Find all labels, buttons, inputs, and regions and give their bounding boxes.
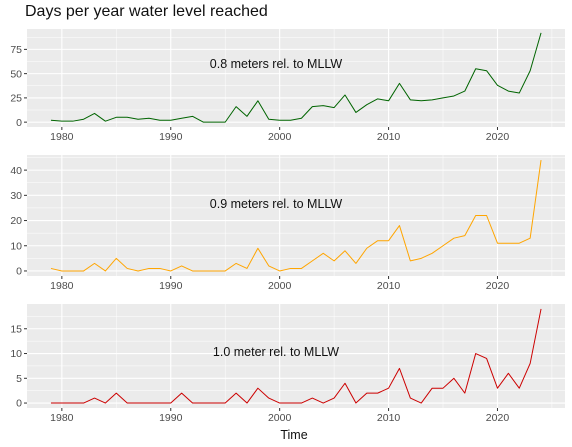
panel-1-series-line bbox=[50, 32, 542, 123]
panel-2-xtick-label: 2000 bbox=[268, 280, 292, 292]
panel-3-xtick-label: 1980 bbox=[50, 412, 74, 424]
panel-1-xtick-label: 2020 bbox=[486, 131, 510, 143]
panel-2-xtick-label: 2010 bbox=[377, 280, 401, 292]
x-axis-label: Time bbox=[280, 428, 307, 442]
panel-3-ytick-label: 5 bbox=[16, 373, 22, 385]
panel-3-xtick-label: 1990 bbox=[159, 412, 183, 424]
panel-3-ytick-label: 15 bbox=[10, 323, 22, 335]
panel-3-annotation: 1.0 meter rel. to MLLW bbox=[213, 345, 339, 359]
panel-1-ytick-label: 0 bbox=[16, 117, 22, 129]
panel-3-xtick-label: 2010 bbox=[377, 412, 401, 424]
panel-2-xtick-label: 2020 bbox=[486, 280, 510, 292]
chart-title: Days per year water level reached bbox=[25, 3, 268, 20]
panel-2-ytick-label: 10 bbox=[10, 240, 22, 252]
panel-2-ytick-label: 40 bbox=[10, 165, 22, 177]
panel-1-xtick-label: 1980 bbox=[50, 131, 74, 143]
panel-2-series-line bbox=[50, 159, 542, 272]
panel-1-ytick-label: 25 bbox=[10, 93, 22, 105]
panel-3-ytick-label: 10 bbox=[10, 348, 22, 360]
panel-3-xtick-label: 2000 bbox=[268, 412, 292, 424]
panel-1-ytick-label: 50 bbox=[10, 68, 22, 80]
panel-1-xtick-label: 1990 bbox=[159, 131, 183, 143]
panel-2-ytick-label: 0 bbox=[16, 266, 22, 278]
panel-1-xtick-label: 2000 bbox=[268, 131, 292, 143]
panel-1-ytick-label: 75 bbox=[10, 44, 22, 56]
panel-1-annotation: 0.8 meters rel. to MLLW bbox=[210, 57, 343, 71]
panel-2-ytick-label: 20 bbox=[10, 215, 22, 227]
panel-3-xtick-label: 2020 bbox=[486, 412, 510, 424]
panel-2-xtick-label: 1990 bbox=[159, 280, 183, 292]
panel-1-xtick-label: 2010 bbox=[377, 131, 401, 143]
panel-1-background bbox=[27, 29, 565, 127]
panel-3-ytick-label: 0 bbox=[16, 398, 22, 410]
panel-3-series-line bbox=[50, 308, 542, 404]
panel-2-xtick-label: 1980 bbox=[50, 280, 74, 292]
panel-2-ytick-label: 30 bbox=[10, 190, 22, 202]
panel-2-annotation: 0.9 meters rel. to MLLW bbox=[210, 197, 343, 211]
